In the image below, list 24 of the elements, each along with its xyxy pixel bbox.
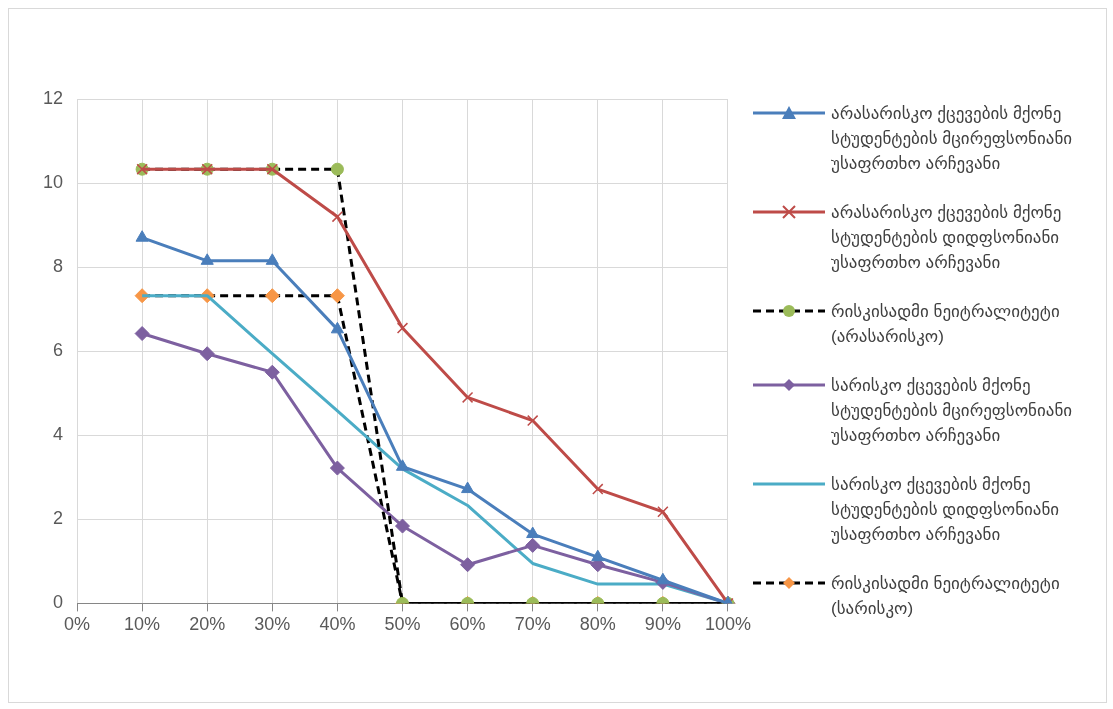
y-tick-label: 6: [53, 340, 64, 361]
x-tick-label: 100%: [704, 614, 751, 635]
x-tick-label: 60%: [449, 614, 486, 635]
y-tick-label: 4: [53, 424, 64, 445]
y-tick-label: 8: [53, 256, 64, 277]
y-tick-label: 0: [53, 592, 64, 613]
y-tick-label: 10: [42, 172, 64, 193]
legend-label: რისკისადმი ნეიტრალიტეტი (სარისკო): [831, 573, 1061, 620]
x-tick-label: 10%: [124, 614, 161, 635]
x-tick-label: 40%: [319, 614, 356, 635]
x-tick-label: 70%: [514, 614, 551, 635]
x-tick-label: 90%: [644, 614, 681, 635]
x-tick-label: 0%: [64, 614, 91, 635]
legend-label: სარისკო ქცევების მქონე სტუდენტების დიდფსონიანი უსაფრთხო არჩევანი: [831, 474, 1061, 546]
y-tick-label: 12: [42, 87, 64, 108]
legend-label: რისკისადმი ნეიტრალიტეტი (არასარისკო): [831, 301, 1061, 348]
legend-label: სარისკო ქცევების მქონე სტუდენტების მცირეფსონიანი უსაფრთხო არჩევანი: [831, 375, 1074, 447]
x-tick-label: 20%: [189, 614, 226, 635]
x-tick-label: 30%: [254, 614, 291, 635]
x-tick-label: 50%: [384, 614, 421, 635]
legend-label: არასარისკო ქცევების მქონე სტუდენტების მცირეფსონიანი უსაფრთხო არჩევანი: [831, 103, 1074, 175]
x-tick-label: 80%: [579, 614, 616, 635]
y-tick-label: 2: [53, 508, 64, 529]
legend-label: არასარისკო ქცევების მქონე სტუდენტების დიდფსონიანი უსაფრთხო არჩევანი: [831, 202, 1063, 274]
